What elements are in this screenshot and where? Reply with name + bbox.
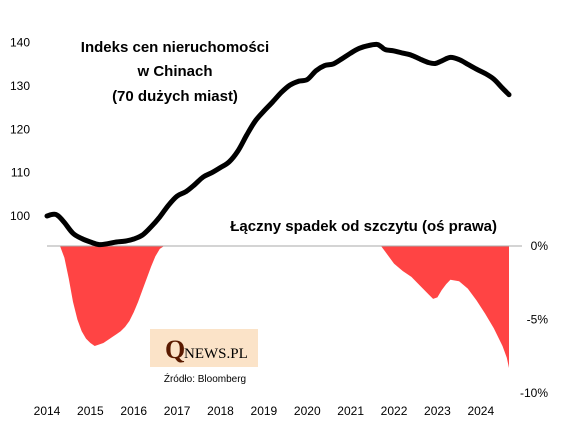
left-tick-120: 120 — [10, 122, 30, 136]
x-tick-2018: 2018 — [207, 404, 234, 418]
right-axis: 0% -5% -10% — [520, 239, 548, 400]
right-tick-minus-10: -10% — [520, 386, 548, 400]
drawdown-area-2 — [381, 246, 509, 368]
x-tick-2017: 2017 — [164, 404, 191, 418]
title-line-2: w Chinach — [136, 63, 212, 80]
logo-q: Q — [165, 335, 185, 364]
x-tick-2019: 2019 — [251, 404, 278, 418]
drawdown-area-layer — [60, 246, 509, 368]
chart-title: Indeks cen nieruchomości w Chinach (70 d… — [81, 39, 269, 105]
left-tick-110: 110 — [11, 166, 30, 180]
x-axis: 2014 2015 2016 2017 2018 2019 2020 2021 2022 2023… — [34, 404, 495, 418]
left-tick-140: 140 — [10, 36, 30, 50]
x-tick-2014: 2014 — [34, 404, 61, 418]
price-index-line-layer — [44, 41, 512, 248]
x-tick-2022: 2022 — [381, 404, 408, 418]
x-tick-2015: 2015 — [77, 404, 104, 418]
x-tick-2023: 2023 — [424, 404, 451, 418]
x-tick-2016: 2016 — [120, 404, 147, 418]
logo-background — [150, 329, 258, 367]
title-line-1: Indeks cen nieruchomości — [81, 39, 269, 56]
drawdown-area-1 — [60, 246, 165, 346]
price-index-line — [44, 41, 512, 248]
right-tick-minus-5: -5% — [527, 313, 549, 327]
x-tick-2020: 2020 — [294, 404, 321, 418]
right-tick-0: 0% — [531, 239, 549, 253]
source-note: Źródło: Bloomberg — [164, 372, 246, 385]
x-tick-2024: 2024 — [467, 404, 494, 418]
left-axis: 100 110 120 130 140 — [10, 36, 30, 223]
x-tick-2021: 2021 — [337, 404, 364, 418]
left-tick-100: 100 — [10, 209, 30, 223]
logo: Q NEWS.PL — [150, 329, 258, 367]
title-line-3: (70 dużych miast) — [112, 88, 238, 105]
drawdown-label: Łączny spadek od szczytu (oś prawa) — [230, 218, 497, 235]
logo-text: NEWS.PL — [184, 346, 248, 362]
left-tick-130: 130 — [10, 79, 30, 93]
